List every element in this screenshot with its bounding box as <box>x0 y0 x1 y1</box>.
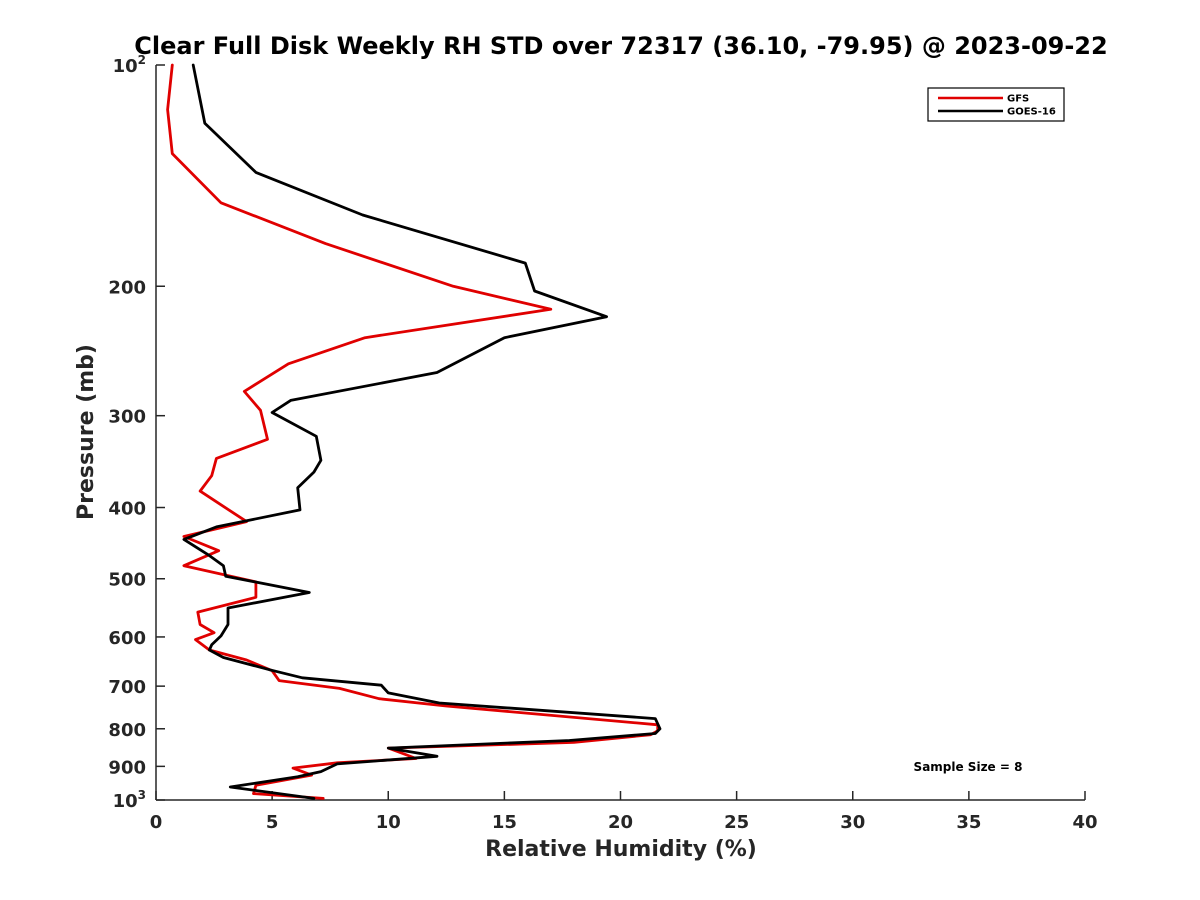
x-tick-label: 40 <box>1072 812 1097 833</box>
x-tick-label: 15 <box>492 812 517 833</box>
y-tick-label: 900 <box>108 757 146 778</box>
legend-label-goes16: GOES-16 <box>1007 107 1056 118</box>
legend: GFS GOES-16 <box>927 87 1065 122</box>
y-axis-ticks: 102 200 300 400 500 600 700 800 900 103 <box>108 53 165 812</box>
x-axis-label: Relative Humidity (%) <box>485 837 757 862</box>
x-tick-label: 0 <box>150 812 163 833</box>
series-layer <box>166 63 662 800</box>
series-line-goes-16 <box>182 63 662 800</box>
legend-box <box>927 87 1065 122</box>
chart-title: Clear Full Disk Weekly RH STD over 72317… <box>134 32 1107 60</box>
y-tick-label: 103 <box>113 788 146 812</box>
y-tick-label: 102 <box>113 53 146 77</box>
sample-size-annotation: Sample Size = 8 <box>914 760 1023 774</box>
y-axis-label: Pressure (mb) <box>74 344 99 520</box>
x-tick-label: 20 <box>608 812 633 833</box>
y-tick-label: 700 <box>108 677 146 698</box>
x-axis-ticks: 0 5 10 15 20 25 30 35 40 <box>150 791 1098 833</box>
y-tick-label: 200 <box>108 277 146 298</box>
y-tick-label: 400 <box>108 499 146 520</box>
x-tick-label: 5 <box>266 812 279 833</box>
y-tick-label: 300 <box>108 407 146 428</box>
y-tick-label: 600 <box>108 628 146 649</box>
x-tick-label: 25 <box>724 812 749 833</box>
legend-label-gfs: GFS <box>1007 94 1029 105</box>
x-tick-label: 30 <box>840 812 865 833</box>
y-tick-label: 800 <box>108 720 146 741</box>
x-tick-label: 10 <box>376 812 401 833</box>
x-tick-label: 35 <box>956 812 981 833</box>
y-tick-label: 500 <box>108 570 146 591</box>
